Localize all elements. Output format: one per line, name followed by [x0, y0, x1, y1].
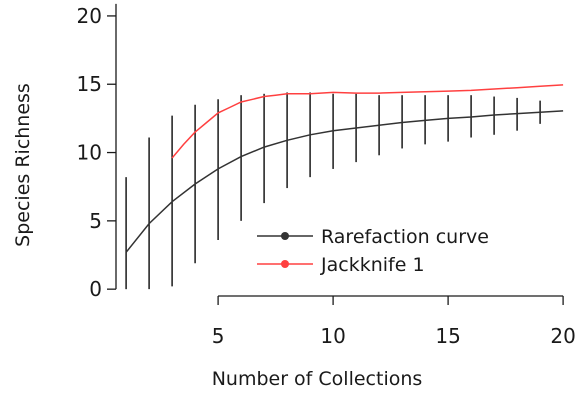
y-tick-label: 5: [89, 209, 102, 233]
y-tick-label: 0: [89, 277, 102, 301]
y-ticks: 0 5 10 15 20: [77, 4, 116, 301]
legend-item-jackknife: Jackknife 1: [257, 254, 425, 276]
x-tick-label: 20: [550, 324, 575, 348]
y-axis-title: Species Richness: [12, 83, 34, 247]
y-tick-label: 20: [77, 4, 102, 28]
legend-swatch-marker: [281, 232, 289, 240]
y-tick-label: 15: [77, 72, 102, 96]
series-line: [171, 84, 564, 159]
x-axis: 5 10 15 20: [212, 295, 576, 348]
x-tick-label: 5: [212, 324, 225, 348]
legend-label-rarefaction: Rarefaction curve: [321, 226, 489, 248]
x-tick-label: 10: [320, 324, 345, 348]
plot-area: [125, 84, 564, 290]
legend: Rarefaction curve Jackknife 1: [257, 226, 489, 276]
x-axis-title: Number of Collections: [212, 368, 423, 390]
legend-item-rarefaction: Rarefaction curve: [257, 226, 489, 248]
x-ticks: 5 10 15 20: [212, 296, 576, 348]
series-lines: [125, 84, 564, 253]
y-axis: 0 5 10 15 20: [77, 4, 117, 301]
legend-swatch-marker: [281, 260, 289, 268]
legend-label-jackknife: Jackknife 1: [320, 254, 425, 276]
series-line: [125, 110, 564, 253]
x-tick-label: 15: [435, 324, 460, 348]
y-tick-label: 10: [77, 141, 102, 165]
